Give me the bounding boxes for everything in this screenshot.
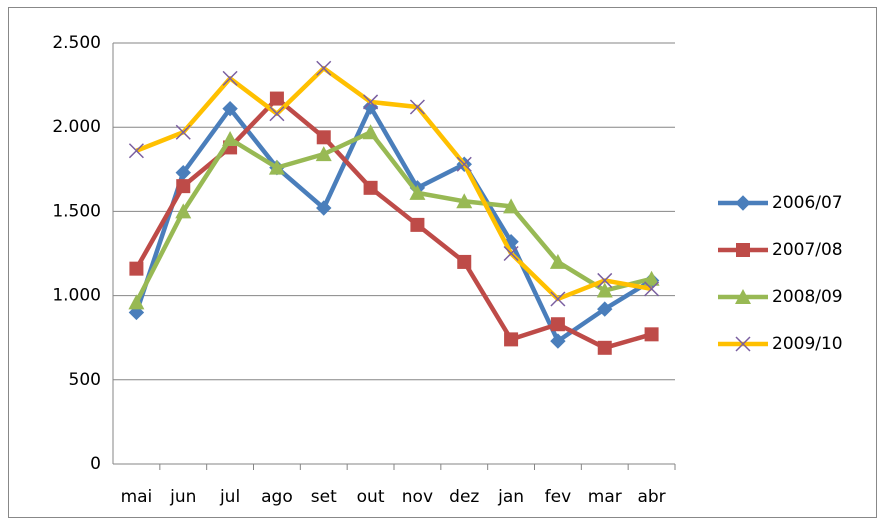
- x-tick-label: nov: [402, 487, 433, 507]
- x-tick-label: dez: [449, 487, 479, 507]
- marker: [222, 130, 239, 146]
- marker: [222, 70, 238, 86]
- marker: [316, 130, 331, 145]
- y-tick-label: 500: [69, 370, 101, 390]
- marker: [550, 291, 566, 307]
- marker: [362, 124, 379, 140]
- marker: [597, 272, 613, 288]
- legend-label: 2009/10: [772, 334, 843, 354]
- marker: [316, 60, 332, 76]
- marker: [222, 100, 238, 117]
- x-tick-label: fev: [545, 487, 572, 507]
- marker: [128, 294, 145, 310]
- legend-label: 2006/07: [772, 193, 843, 213]
- marker: [175, 203, 192, 219]
- marker: [269, 106, 285, 122]
- x-tick-label: out: [357, 487, 385, 507]
- marker: [644, 327, 659, 342]
- marker: [316, 200, 332, 216]
- y-tick-label: 1.000: [52, 286, 101, 306]
- x-tick-label: abr: [637, 487, 665, 507]
- marker: [176, 179, 191, 194]
- marker: [129, 261, 144, 276]
- x-tick-label: jul: [219, 487, 240, 507]
- marker: [269, 91, 284, 106]
- x-tick-label: ago: [261, 487, 293, 507]
- series-line: [135, 66, 652, 302]
- legend-marker: [735, 289, 751, 304]
- marker: [549, 253, 566, 269]
- x-tick-label: jan: [497, 487, 524, 507]
- marker: [550, 333, 566, 349]
- y-tick-label: 2.500: [52, 33, 101, 53]
- marker: [457, 254, 472, 269]
- x-tick-label: mai: [121, 487, 153, 507]
- marker: [503, 198, 520, 214]
- marker: [268, 159, 285, 175]
- marker: [504, 332, 519, 347]
- marker: [644, 281, 660, 297]
- marker: [175, 124, 191, 140]
- marker: [363, 180, 378, 195]
- marker: [597, 301, 613, 317]
- marker: [363, 94, 379, 110]
- marker: [503, 245, 519, 262]
- marker: [410, 217, 425, 232]
- y-tick-label: 2.000: [52, 117, 101, 137]
- marker: [550, 317, 565, 332]
- marker: [597, 340, 612, 355]
- marker: [128, 143, 144, 159]
- legend-label: 2007/08: [772, 240, 843, 260]
- x-tick-label: jun: [169, 487, 196, 507]
- y-tick-label: 0: [90, 454, 101, 474]
- marker: [409, 184, 426, 200]
- marker: [315, 146, 332, 162]
- legend-marker: [736, 243, 750, 257]
- series-line: [134, 104, 653, 344]
- marker: [596, 282, 613, 298]
- series-line: [134, 130, 653, 304]
- marker: [456, 156, 472, 172]
- marker: [409, 99, 425, 115]
- y-tick-label: 1.500: [52, 201, 101, 221]
- marker: [643, 270, 660, 286]
- legend-marker: [735, 195, 751, 211]
- marker: [456, 193, 473, 209]
- legend-label: 2008/09: [772, 287, 843, 307]
- x-tick-label: set: [311, 487, 337, 507]
- legend-marker: [735, 336, 751, 352]
- x-tick-label: mar: [588, 487, 622, 507]
